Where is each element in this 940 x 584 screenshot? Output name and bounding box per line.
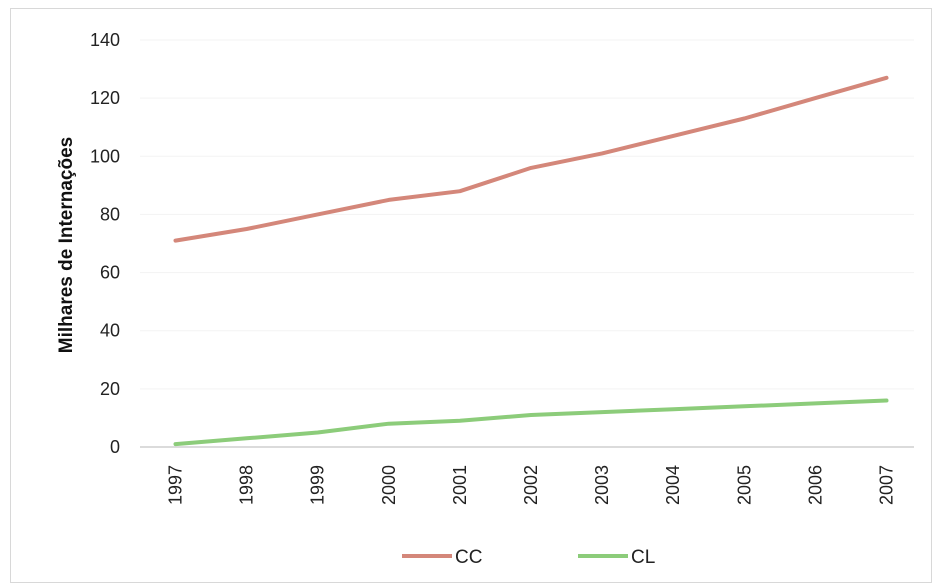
y-tick-label: 0	[110, 437, 120, 457]
series-lines	[173, 75, 889, 447]
x-tick-label: 1998	[237, 465, 257, 505]
x-tick-label: 1997	[166, 465, 186, 505]
x-tick-label: 1999	[308, 465, 328, 505]
y-tick-label: 60	[100, 263, 120, 283]
legend-label-cl: CL	[631, 547, 655, 568]
y-tick-label: 80	[100, 204, 120, 224]
y-tick-label: 100	[90, 146, 120, 166]
x-tick-labels: 1997 1998 1999 2000 2001 2002 2003 2004 2005 2006…	[166, 465, 897, 505]
x-tick-label: 2006	[805, 465, 825, 505]
gridlines	[140, 39, 914, 390]
y-tick-label: 40	[100, 321, 120, 341]
chart-frame	[10, 8, 932, 583]
y-tick-label: 20	[100, 379, 120, 399]
x-tick-label: 2000	[379, 465, 399, 505]
series-line-cl	[173, 398, 889, 447]
x-tick-label: 2007	[876, 465, 896, 505]
y-tick-labels: 0 20 40 60 80 100 120 140	[90, 30, 120, 457]
x-tick-label: 2003	[592, 465, 612, 505]
x-tick-label: 2004	[663, 465, 683, 505]
legend-label-cc: CC	[455, 547, 482, 568]
y-axis-label: Milhares de Internações	[56, 137, 77, 353]
x-tick-label: 2001	[450, 465, 470, 505]
y-tick-label: 120	[90, 88, 120, 108]
y-tick-label: 140	[90, 30, 120, 50]
series-line-cc	[173, 75, 889, 243]
x-tick-label: 2002	[521, 465, 541, 505]
legend: CC CL	[402, 547, 655, 568]
x-tick-label: 2005	[734, 465, 754, 505]
